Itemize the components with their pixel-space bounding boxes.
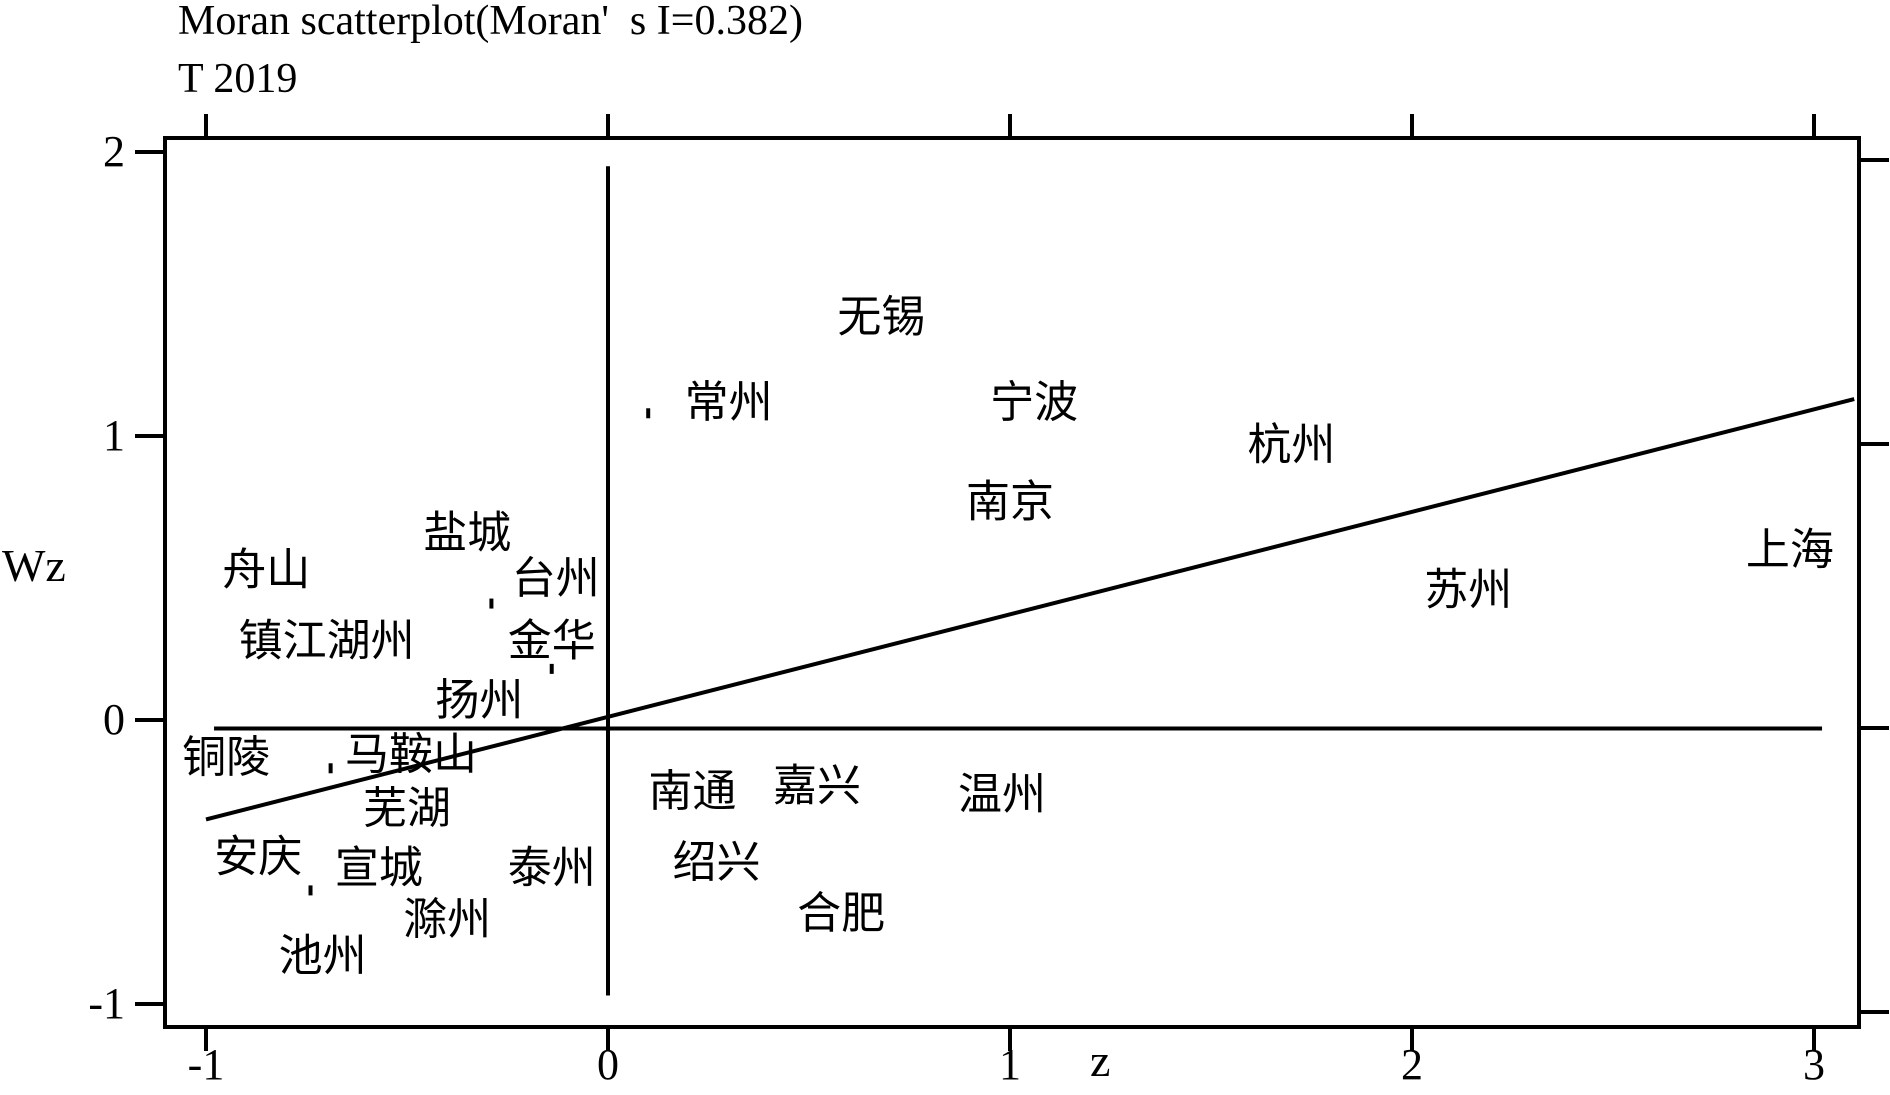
fit-line bbox=[205, 397, 1855, 822]
point-label: 宁波 bbox=[990, 377, 1078, 428]
x-tick-label: 0 bbox=[597, 1040, 619, 1089]
chart-subtitle: T 2019 bbox=[178, 56, 298, 102]
x-tick-label: 3 bbox=[1803, 1040, 1825, 1089]
point-label: 泰州 bbox=[508, 843, 596, 894]
point-label: 舟山 bbox=[222, 544, 310, 595]
point-label: 池州 bbox=[279, 931, 367, 982]
point-label: 扬州 bbox=[435, 675, 523, 726]
point-label: 常州 bbox=[685, 377, 773, 428]
point-marker bbox=[328, 763, 333, 774]
point-label: 温州 bbox=[958, 769, 1046, 820]
chart-title: Moran scatterplot(Moran' s I=0.382) bbox=[178, 0, 803, 44]
y-tick-label: 0 bbox=[103, 695, 125, 744]
point-marker bbox=[308, 885, 313, 896]
x-tick-label: 1 bbox=[999, 1040, 1021, 1089]
point-label: 南通 bbox=[648, 766, 736, 817]
axes-layer: -1 0 1 2 3 -1 0 1 2 bbox=[88, 114, 1889, 1089]
y-tick-label: -1 bbox=[88, 979, 125, 1028]
point-label: 镇江湖州 bbox=[239, 615, 415, 666]
point-label: 芜湖 bbox=[363, 783, 451, 834]
y-axis-title: Wz bbox=[2, 540, 66, 591]
point-label: 滁州 bbox=[403, 894, 491, 945]
lines-layer bbox=[205, 166, 1855, 996]
point-label: 杭州 bbox=[1247, 420, 1335, 471]
point-label: 宣城 bbox=[335, 843, 423, 894]
point-label: 台州 bbox=[512, 553, 600, 604]
point-label: 上海 bbox=[1746, 525, 1834, 576]
point-label: 苏州 bbox=[1424, 564, 1512, 615]
point-label: 金华 bbox=[508, 615, 596, 666]
point-label: 安庆 bbox=[214, 831, 302, 882]
point-label: 无锡 bbox=[837, 292, 925, 343]
x-tick-label: 2 bbox=[1401, 1040, 1423, 1089]
point-label: 南京 bbox=[966, 476, 1054, 527]
point-label: 嘉兴 bbox=[773, 760, 861, 811]
point-marker bbox=[646, 408, 651, 419]
point-label: 盐城 bbox=[423, 508, 511, 559]
point-label: 合肥 bbox=[797, 888, 885, 939]
point-label: 铜陵 bbox=[182, 732, 270, 783]
point-label: 绍兴 bbox=[673, 837, 761, 888]
point-marker bbox=[549, 663, 554, 674]
y-tick-label: 2 bbox=[103, 127, 125, 176]
point-label: 马鞍山 bbox=[345, 729, 477, 780]
x-axis-title: z bbox=[1090, 1035, 1110, 1086]
x-tick-label: -1 bbox=[188, 1040, 225, 1089]
y-tick-label: 1 bbox=[103, 411, 125, 460]
point-marker bbox=[489, 598, 494, 609]
